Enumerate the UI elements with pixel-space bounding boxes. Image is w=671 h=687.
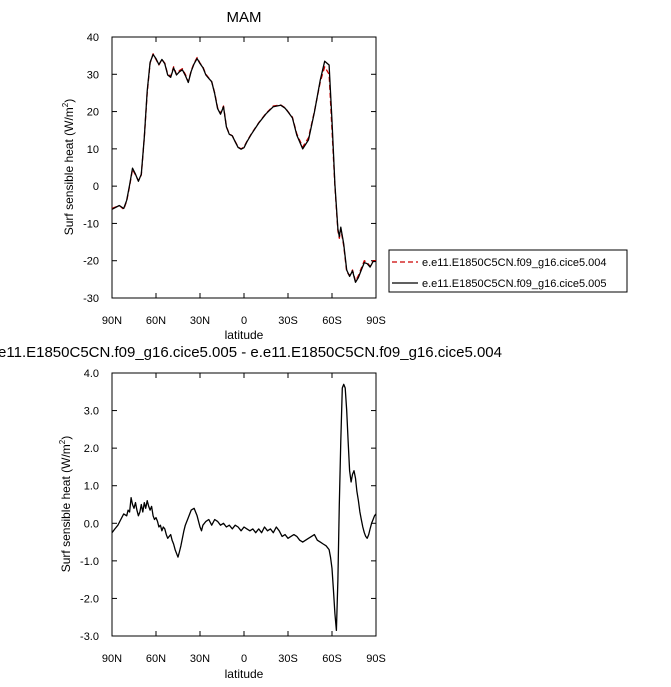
top-ytick-label: -30 [83, 293, 99, 305]
bottom-ytick-label: 0.0 [84, 518, 99, 530]
bottom-ytick-label: -3.0 [80, 631, 99, 643]
bottom-ylabel: Surf sensible heat (W/m2) [58, 436, 73, 573]
top-xtick-label: 90S [366, 315, 386, 327]
top-ytick-label: 40 [87, 32, 99, 44]
top-xtick-label: 90N [102, 315, 122, 327]
bottom-ytick-label: 4.0 [84, 368, 99, 380]
bottom-x-ticks: 90N 60N 30N 0 30S 60S 90S [102, 373, 386, 665]
bottom-xlabel: latitude [225, 667, 264, 681]
bottom-y-ticks: -3.0 -2.0 -1.0 0.0 1.0 2.0 3.0 4.0 [80, 368, 376, 643]
bottom-title: e.e11.E1850C5CN.f09_g16.cice5.005 - e.e1… [0, 344, 502, 361]
top-xtick-label: 30N [190, 315, 210, 327]
bottom-ytick-label: 1.0 [84, 481, 99, 493]
bottom-plot-frame [111, 372, 377, 637]
top-title: MAM [227, 9, 262, 26]
top-ylabel-sup: 2 [61, 102, 70, 107]
bottom-xtick-label: 30S [278, 653, 298, 665]
top-ytick-label: 10 [87, 144, 99, 156]
top-xlabel: latitude [225, 328, 264, 342]
bottom-ytick-label: -2.0 [80, 593, 99, 605]
bottom-series-line-0 [111, 383, 377, 632]
top-xtick-label: 30S [278, 315, 298, 327]
legend-box [388, 249, 628, 293]
top-series-line-1 [111, 53, 376, 283]
bottom-xtick-label: 0 [241, 653, 247, 665]
legend: e.e11.E1850C5CN.f09_g16.cice5.004 e.e11.… [388, 249, 628, 293]
bottom-panel: e.e11.E1850C5CN.f09_g16.cice5.005 - e.e1… [0, 344, 502, 681]
bottom-ytick-label: 3.0 [84, 406, 99, 418]
bottom-xtick-label: 60N [146, 653, 166, 665]
top-ytick-label: -10 [83, 218, 99, 230]
bottom-xtick-label: 60S [322, 653, 342, 665]
bottom-ylabel-main: Surf sensible heat (W/m [59, 444, 73, 572]
bottom-ytick-label: -1.0 [80, 556, 99, 568]
top-ylabel: Surf sensible heat (W/m2) [61, 99, 76, 236]
top-plot-frame [111, 36, 377, 299]
top-xtick-label: 0 [241, 315, 247, 327]
bottom-ylabel-close: ) [59, 436, 73, 440]
top-series [111, 53, 376, 283]
bottom-ylabel-sup: 2 [58, 439, 67, 444]
bottom-series [111, 383, 377, 632]
legend-label-004: e.e11.E1850C5CN.f09_g16.cice5.004 [422, 257, 607, 269]
top-y-ticks: -30 -20 -10 0 10 20 30 40 [83, 32, 376, 305]
top-ytick-label: 30 [87, 69, 99, 81]
top-ylabel-close: ) [62, 99, 76, 103]
top-xtick-label: 60N [146, 315, 166, 327]
top-series-line-0 [111, 53, 376, 282]
top-xtick-label: 60S [322, 315, 342, 327]
bottom-xtick-label: 30N [190, 653, 210, 665]
top-ytick-label: -20 [83, 256, 99, 268]
bottom-xtick-label: 90N [102, 653, 122, 665]
bottom-ytick-label: 2.0 [84, 443, 99, 455]
bottom-xtick-label: 90S [366, 653, 386, 665]
top-x-ticks: 90N 60N 30N 0 30S 60S 90S [102, 37, 386, 327]
legend-label-005: e.e11.E1850C5CN.f09_g16.cice5.005 [422, 278, 607, 290]
top-ytick-label: 0 [93, 181, 99, 193]
top-ylabel-main: Surf sensible heat (W/m [62, 107, 76, 235]
top-ytick-label: 20 [87, 107, 99, 119]
